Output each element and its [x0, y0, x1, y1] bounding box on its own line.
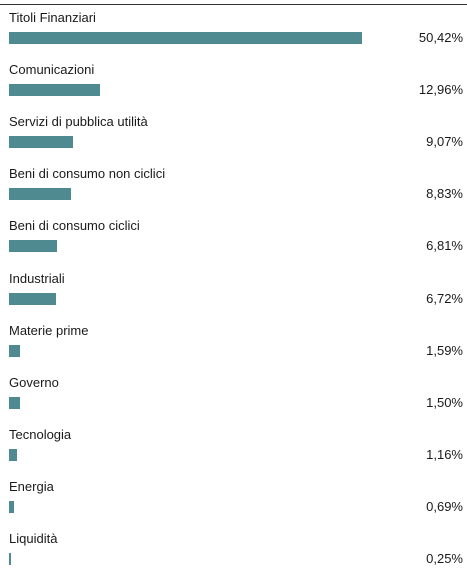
category-label: Beni di consumo ciclici	[9, 218, 140, 234]
category-label: Governo	[9, 374, 59, 390]
category-label: Industriali	[9, 270, 65, 286]
bar-row: Tecnologia 1,16%	[0, 427, 467, 479]
bar	[9, 500, 14, 513]
category-label: Titoli Finanziari	[9, 10, 96, 25]
bar-row: Servizi di pubblica utilità 9,07%	[0, 114, 467, 166]
bar-track	[9, 396, 362, 409]
category-label: Energia	[9, 478, 54, 494]
category-label: Servizi di pubblica utilità	[9, 114, 148, 130]
bar	[9, 136, 73, 149]
bar	[9, 240, 57, 253]
bar	[9, 553, 11, 565]
bar-row: Energia 0,69%	[0, 479, 467, 531]
value-label: 1,16%	[426, 446, 463, 462]
value-label: 50,42%	[418, 30, 463, 45]
value-label: 8,83%	[426, 186, 463, 202]
bar-row: Titoli Finanziari 50,42%	[0, 10, 467, 62]
bar-row: Governo 1,50%	[0, 375, 467, 427]
bar-track	[9, 32, 362, 44]
bar	[9, 396, 20, 409]
bar-row: Beni di consumo non ciclici 8,83%	[0, 166, 467, 218]
bar-track	[9, 292, 362, 305]
bar-track	[9, 500, 362, 513]
bar-track	[9, 448, 362, 461]
bar-row: Industriali 6,72%	[0, 271, 467, 323]
value-label: 1,50%	[426, 394, 463, 410]
category-label: Comunicazioni	[9, 62, 95, 78]
bar	[9, 84, 100, 97]
bar	[9, 448, 18, 461]
value-label: 6,72%	[426, 290, 463, 306]
bar	[9, 344, 21, 357]
value-label: 9,07%	[426, 134, 463, 150]
bar-row: Comunicazioni 12,96%	[0, 62, 467, 114]
category-label: Tecnologia	[9, 426, 72, 442]
bar-track	[9, 188, 362, 201]
bar-row: Materie prime 1,59%	[0, 323, 467, 375]
bar	[9, 188, 71, 201]
bar	[9, 292, 56, 305]
value-label: 6,81%	[426, 238, 463, 254]
bar-track	[9, 553, 362, 565]
value-label: 1,59%	[426, 342, 463, 358]
sector-allocation-chart: Titoli Finanziari 50,42% Comunicazioni 12,9…	[0, 10, 467, 566]
value-label: 0,25%	[426, 551, 463, 566]
category-label: Materie prime	[9, 322, 89, 338]
bar-track	[9, 240, 362, 253]
top-divider	[0, 4, 467, 5]
bar-row: Beni di consumo ciclici 6,81%	[0, 218, 467, 270]
value-label: 12,96%	[418, 82, 463, 98]
bar-track	[9, 344, 362, 357]
bar-track	[9, 84, 362, 97]
category-label: Liquidità	[9, 531, 58, 546]
value-label: 0,69%	[426, 498, 463, 514]
bar-track	[9, 136, 362, 149]
bar-row: Liquidità 0,25%	[0, 531, 467, 583]
category-label: Beni di consumo non ciclici	[9, 166, 166, 182]
bar	[9, 32, 362, 44]
